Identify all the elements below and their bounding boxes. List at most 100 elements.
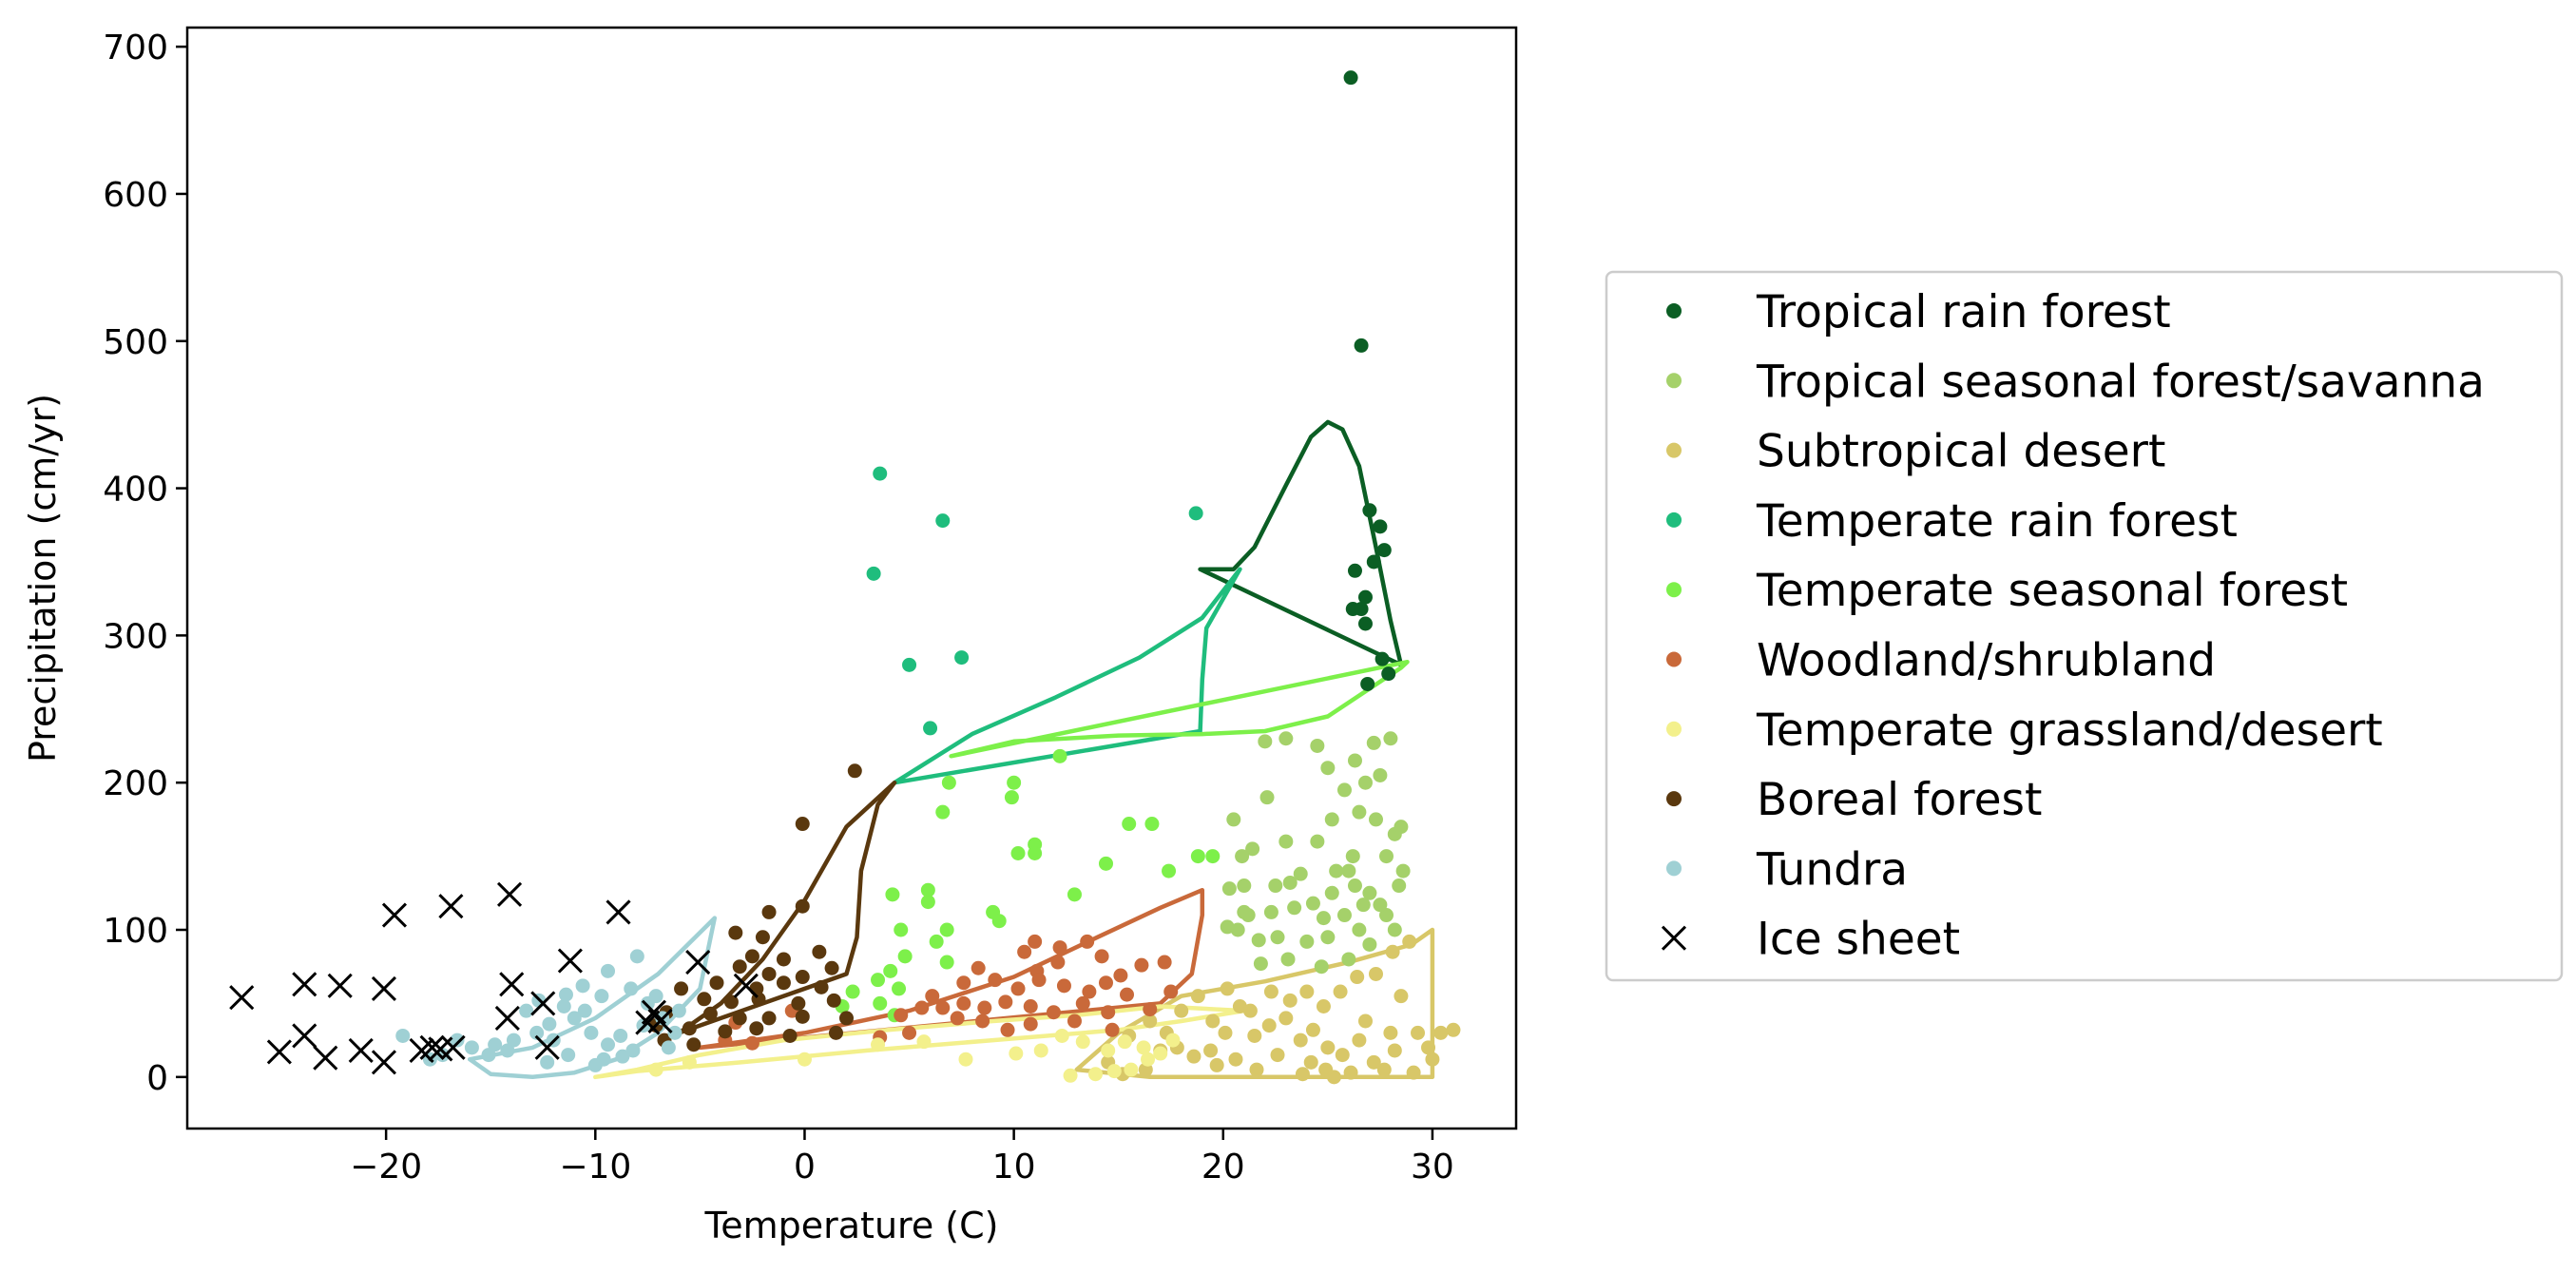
boreal-forest-point <box>847 763 862 779</box>
woodland-shrubland-point <box>1134 957 1149 973</box>
tropical-seasonal-forest-savanna-point <box>1395 863 1411 878</box>
legend-marker-temperate-grassland-desert <box>1666 721 1682 737</box>
subtropical-desert-point <box>1335 1048 1350 1063</box>
ice-sheet-point <box>371 1050 397 1075</box>
legend-label-temperate-grassland-desert: Temperate grassland/desert <box>1756 705 2383 757</box>
tropical-seasonal-forest-savanna-point <box>1387 922 1402 937</box>
legend-marker-temperate-rain-forest <box>1666 512 1682 528</box>
temperate-seasonal-forest-point <box>1007 775 1022 790</box>
boreal-forest-point <box>814 979 829 994</box>
temperate-seasonal-forest-point <box>894 922 909 937</box>
tundra-point <box>667 1025 682 1040</box>
legend-marker-tropical-seasonal-forest-savanna <box>1666 373 1682 389</box>
tundra-point <box>629 949 644 964</box>
tropical-rain-forest-point <box>1354 338 1369 353</box>
subtropical-desert-point <box>1205 1013 1221 1029</box>
tundra-point <box>615 1049 630 1064</box>
tropical-seasonal-forest-savanna-point <box>1287 900 1302 916</box>
woodland-shrubland-point <box>1000 1022 1015 1037</box>
boreal-forest-point <box>755 930 770 945</box>
tropical-seasonal-forest-savanna-point <box>1293 866 1308 881</box>
tropical-seasonal-forest-savanna-point <box>1270 930 1285 945</box>
woodland-shrubland-point <box>977 1000 992 1015</box>
boreal-forest-point <box>682 1021 697 1036</box>
subtropical-desert-point <box>1209 1057 1224 1072</box>
temperate-grassland-desert-point <box>797 1052 812 1067</box>
y-tick-label: 300 <box>103 617 168 656</box>
boreal-forest-boundary <box>677 780 897 1035</box>
tropical-seasonal-forest-savanna-point <box>1245 841 1260 857</box>
boreal-forest-point <box>761 1011 777 1026</box>
tropical-seasonal-forest-savanna-point <box>1258 734 1273 749</box>
tropical-seasonal-forest-savanna-point <box>1345 849 1360 864</box>
tundra-point <box>625 1043 641 1058</box>
subtropical-desert-point <box>1446 1022 1461 1037</box>
temperate-grassland-desert-point <box>1124 1062 1139 1077</box>
tundra-point <box>561 1048 576 1063</box>
tundra-point <box>464 1040 479 1055</box>
tropical-seasonal-forest-savanna-point <box>1347 878 1362 894</box>
ice-sheet-point <box>419 1034 445 1060</box>
temperate-rain-forest-point <box>923 721 938 736</box>
woodland-shrubland-point <box>1082 984 1097 999</box>
temperate-seasonal-forest-point <box>1098 856 1113 871</box>
tropical-seasonal-forest-savanna-point <box>1278 834 1294 849</box>
tundra-point <box>395 1028 411 1043</box>
legend-marker-tropical-rain-forest <box>1666 303 1682 318</box>
ice-sheet-point <box>647 1008 673 1034</box>
x-tick-label: 0 <box>794 1148 816 1187</box>
ice-sheet-point <box>606 899 631 925</box>
tropical-seasonal-forest-savanna-point <box>1259 790 1275 805</box>
boreal-forest-point <box>776 975 791 991</box>
tropical-seasonal-forest-savanna-point <box>1373 767 1388 782</box>
temperate-seasonal-forest-point <box>897 949 913 964</box>
tropical-seasonal-forest-savanna-point <box>1324 812 1339 827</box>
woodland-shrubland-point <box>1098 975 1113 991</box>
tropical-rain-forest-point <box>1347 563 1362 578</box>
temperate-seasonal-forest-point <box>885 887 900 902</box>
tundra-point <box>577 1003 592 1018</box>
subtropical-desert-point <box>1368 966 1383 981</box>
boreal-forest-point <box>824 960 839 975</box>
y-axis-label: Precipitation (cm/yr) <box>22 394 64 762</box>
x-tick-label: 30 <box>1411 1148 1454 1187</box>
woodland-shrubland-point <box>1163 984 1179 999</box>
legend-label-temperate-rain-forest: Temperate rain forest <box>1756 495 2238 548</box>
subtropical-desert-point <box>1299 984 1315 999</box>
legend-marker-boreal-forest <box>1666 791 1682 807</box>
tundra-point <box>661 1040 676 1055</box>
tundra-point <box>542 1016 557 1032</box>
temperate-grassland-desert-point <box>682 1054 697 1070</box>
temperate-seasonal-forest-point <box>935 804 951 820</box>
subtropical-desert-point <box>1220 981 1235 996</box>
plot-frame <box>185 26 1518 1130</box>
woodland-shrubland-point <box>950 1011 965 1026</box>
temperate-seasonal-forest-point <box>1004 790 1019 805</box>
tropical-seasonal-forest-savanna-point <box>1379 849 1394 864</box>
tropical-seasonal-forest-savanna-point <box>1394 820 1409 835</box>
woodland-shrubland-boundary <box>698 887 1205 1051</box>
tropical-rain-forest-point <box>1381 666 1396 682</box>
woodland-shrubland-point <box>988 973 1003 988</box>
woodland-shrubland-point <box>1056 978 1071 994</box>
woodland-shrubland-point <box>1157 955 1172 970</box>
temperate-grassland-desert-point <box>958 1052 973 1067</box>
boreal-forest-point <box>728 925 743 940</box>
temperate-grassland-desert-point <box>1063 1068 1078 1083</box>
boreal-forest-point <box>709 975 724 991</box>
boreal-forest-point <box>674 981 689 996</box>
tundra-point <box>450 1033 465 1048</box>
boreal-forest-point <box>723 994 739 1010</box>
x-tick-label: −20 <box>350 1148 422 1187</box>
tundra-point <box>556 999 571 1014</box>
subtropical-desert-point <box>1352 1033 1367 1048</box>
legend: Tropical rain forest Tropical seasonal fo… <box>1605 270 2564 982</box>
tropical-seasonal-forest-savanna-point <box>1368 812 1383 827</box>
temperate-grassland-desert-point <box>1101 1043 1116 1058</box>
woodland-shrubland-point <box>1113 968 1128 983</box>
subtropical-desert-point <box>1174 1003 1189 1018</box>
tundra-point <box>500 1043 515 1058</box>
legend-marker-woodland-shrubland <box>1666 651 1682 667</box>
y-tick-label: 500 <box>103 323 168 362</box>
